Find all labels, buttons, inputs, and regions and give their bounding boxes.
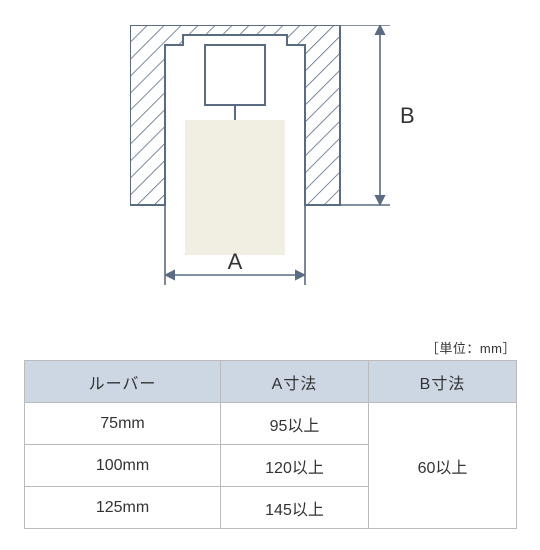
dim-a-label: A bbox=[228, 249, 243, 274]
cell-a: 120以上 bbox=[221, 445, 369, 487]
dim-b-label: B bbox=[400, 103, 415, 128]
table-row: 75mm 95以上 60以上 bbox=[25, 403, 517, 445]
col-header-a: A寸法 bbox=[221, 361, 369, 403]
unit-label: ［単位：mm］ bbox=[426, 338, 516, 357]
lamp-body bbox=[185, 120, 285, 255]
cell-b-merged: 60以上 bbox=[369, 403, 517, 529]
col-header-b: B寸法 bbox=[369, 361, 517, 403]
hanger-bracket bbox=[205, 45, 265, 105]
cell-louver: 75mm bbox=[25, 403, 221, 445]
table-header-row: ルーバー A寸法 B寸法 bbox=[25, 361, 517, 403]
cell-a: 95以上 bbox=[221, 403, 369, 445]
cell-louver: 100mm bbox=[25, 445, 221, 487]
spec-table: ルーバー A寸法 B寸法 75mm 95以上 60以上 100mm 120以上 … bbox=[24, 360, 517, 529]
diagram-svg: A B bbox=[130, 25, 430, 315]
cell-louver: 125mm bbox=[25, 487, 221, 529]
cross-section-diagram: A B bbox=[0, 0, 540, 320]
cell-a: 145以上 bbox=[221, 487, 369, 529]
col-header-louver: ルーバー bbox=[25, 361, 221, 403]
